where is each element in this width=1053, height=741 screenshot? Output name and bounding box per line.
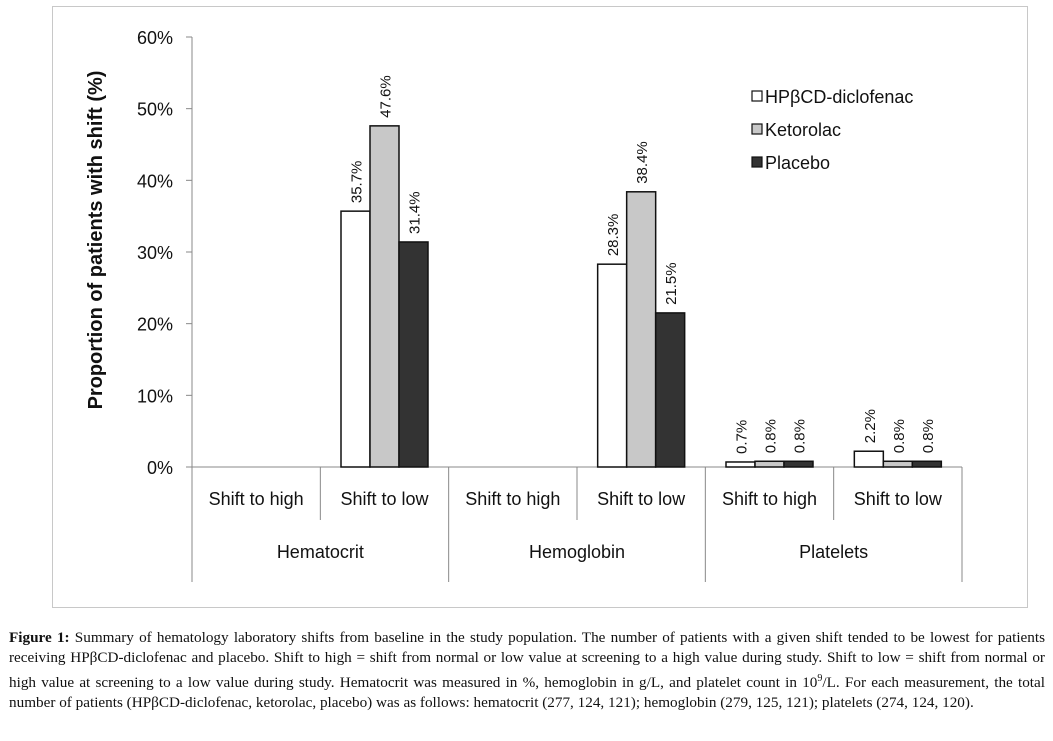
bar [340, 210, 371, 468]
data-label: 0.8% [763, 419, 780, 453]
caption-text-after: /L. For each measurement, the total numb… [9, 673, 1045, 711]
bar [369, 125, 400, 468]
x-category-label: Shift to low [597, 489, 686, 509]
bar [654, 312, 686, 468]
bar [882, 460, 914, 468]
bar [725, 461, 756, 468]
x-category-labels: Shift to high Shift to low Shift to high Sh… [209, 489, 943, 562]
data-label: 47.6% [378, 75, 395, 118]
data-labels: 35.7% 47.6% 31.4% 28.3% 38.4% 21.5% 0.7% 0.8% 0.… [349, 75, 937, 454]
x-group-label: Platelets [799, 542, 868, 562]
data-label: 35.7% [349, 161, 366, 204]
data-label: 31.4% [407, 191, 424, 234]
bar [783, 460, 814, 468]
legend-swatch [751, 90, 763, 102]
chart-frame [52, 6, 1028, 608]
data-label: 2.2% [862, 409, 879, 443]
x-category-label: Shift to high [722, 489, 817, 509]
legend-label: HPβCD-diclofenac [765, 87, 913, 107]
y-tick-label: 60% [137, 28, 173, 48]
legend-swatch [751, 123, 763, 135]
y-tick-label: 0% [147, 458, 173, 478]
bar-chart: Proportion of patients with shift (%) 0%… [85, 28, 963, 582]
data-label: 0.8% [891, 419, 908, 453]
x-category-label: Shift to high [209, 489, 304, 509]
axes: 0% 10% 20% 30% 40% 50% 60% [137, 28, 963, 582]
caption-text: Summary of hematology laboratory shifts … [9, 629, 1046, 691]
data-label: 38.4% [634, 141, 651, 184]
bar [625, 191, 657, 468]
x-category-label: Shift to low [854, 489, 943, 509]
legend: HPβCD-diclofenac Ketorolac Placebo [751, 87, 913, 173]
bar [853, 450, 885, 468]
bar [596, 263, 628, 468]
data-label: 21.5% [663, 262, 680, 305]
x-group-label: Hematocrit [277, 542, 364, 562]
bar [398, 241, 429, 468]
x-group-label: Hemoglobin [529, 542, 625, 562]
bar [754, 460, 785, 468]
data-label: 0.8% [920, 419, 937, 453]
y-tick-label: 20% [137, 315, 173, 335]
bars [340, 125, 943, 468]
y-tick-label: 50% [137, 100, 173, 120]
y-axis-label: Proportion of patients with shift (%) [85, 71, 107, 410]
x-category-label: Shift to low [340, 489, 429, 509]
legend-label: Ketorolac [765, 120, 841, 140]
caption-label: Figure 1: [9, 629, 70, 646]
data-label: 0.8% [792, 419, 809, 453]
y-tick-label: 10% [137, 386, 173, 406]
legend-swatch [751, 156, 763, 168]
y-tick-label: 40% [137, 171, 173, 191]
caption-superscript: 9 [817, 672, 823, 684]
y-tick-label: 30% [137, 243, 173, 263]
bar [911, 460, 943, 468]
data-label: 0.7% [734, 420, 751, 454]
x-category-label: Shift to high [465, 489, 560, 509]
figure-caption: Figure 1: Summary of hematology laborato… [9, 628, 1045, 713]
data-label: 28.3% [605, 214, 622, 257]
legend-label: Placebo [765, 153, 830, 173]
